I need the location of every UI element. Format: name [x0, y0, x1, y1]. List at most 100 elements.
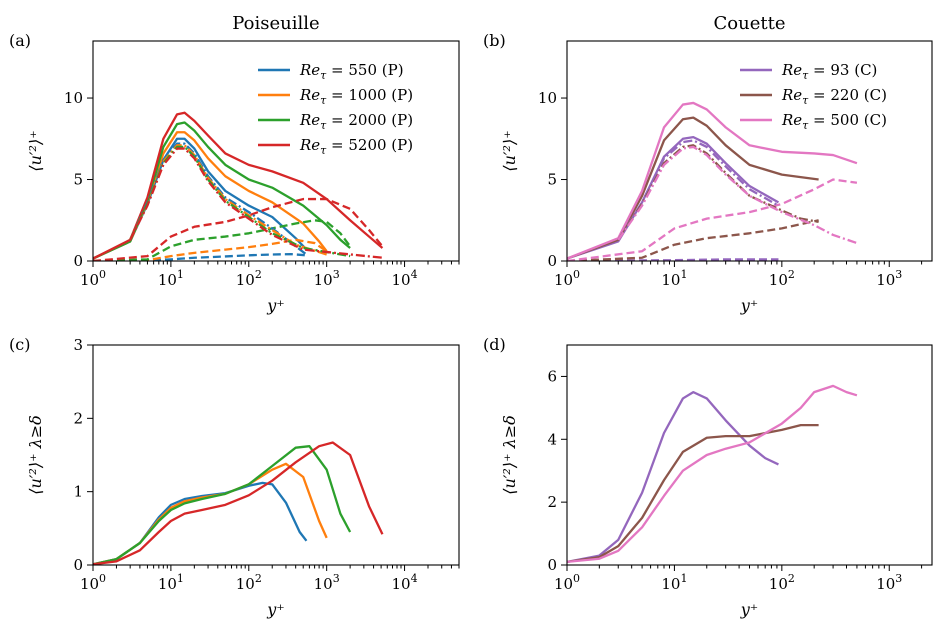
series-group [93, 111, 384, 261]
x-tick-exponent: 1 [680, 572, 687, 585]
column-title: Couette [714, 13, 786, 34]
series-line-dashdot-6 [617, 139, 780, 241]
column-title: Poiseuille [232, 13, 319, 34]
x-tick-label: 103 [876, 572, 902, 593]
legend-re: Re [781, 111, 802, 129]
y-tick-label: 10 [64, 89, 83, 107]
x-axis-label: y⁺ [740, 296, 758, 315]
legend-rest: = 220 (C) [808, 86, 887, 104]
x-tick-base: 10 [158, 271, 177, 289]
series-line-solid-0 [567, 135, 780, 260]
x-tick-base: 10 [661, 271, 680, 289]
series-line-dashdot-11 [129, 147, 383, 259]
x-tick-exponent: 1 [177, 268, 184, 281]
x-tick-exponent: 2 [255, 268, 262, 281]
legend-sub: τ [320, 69, 327, 82]
y-tick-label: 3 [73, 336, 83, 354]
legend-re: Re [781, 86, 802, 104]
legend-re: Re [781, 61, 802, 79]
x-axis-label: y⁺ [740, 600, 758, 619]
legend-entry: Reτ = 500 (C) [781, 111, 887, 132]
panel-label: (c) [9, 335, 30, 354]
x-tick-exponent: 0 [99, 572, 106, 585]
series-line-solid-2 [93, 445, 352, 565]
y-tick-label: 4 [547, 430, 557, 448]
series-line-dashed-4 [567, 219, 819, 261]
series-line-dashed-4 [93, 253, 307, 261]
y-axis-label: ⟨u′²⟩⁺ [26, 130, 45, 171]
y-tick-label: 2 [547, 493, 557, 511]
x-tick-exponent: 3 [895, 268, 902, 281]
y-tick-label: 1 [73, 483, 83, 501]
axes-frame [92, 40, 460, 262]
y-tick-label: 0 [547, 556, 557, 574]
x-tick-base: 10 [769, 575, 788, 593]
legend-rest: = 93 (C) [808, 61, 877, 79]
x-tick-exponent: 3 [333, 572, 340, 585]
y-tick-label: 5 [73, 171, 83, 189]
x-tick-label: 100 [554, 268, 580, 289]
legend-rest: = 2000 (P) [326, 111, 413, 129]
x-axis-label: y⁺ [266, 296, 284, 315]
legend-entry: Reτ = 220 (C) [781, 86, 887, 107]
x-tick-label: 100 [80, 572, 106, 593]
x-tick-label: 100 [80, 268, 106, 289]
x-tick-exponent: 2 [788, 572, 795, 585]
legend-sub: τ [320, 119, 327, 132]
series-line-solid-3 [93, 441, 384, 565]
series-line-solid-0 [567, 390, 779, 563]
x-tick-label: 101 [158, 572, 184, 593]
y-tick-label: 6 [547, 367, 557, 385]
legend-entry: Reτ = 2000 (P) [299, 111, 413, 132]
legend-rest: = 5200 (P) [326, 136, 413, 154]
legend-re: Re [299, 61, 320, 79]
series-line-solid-1 [567, 423, 819, 563]
series-group [567, 384, 858, 564]
legend-rest: = 500 (C) [808, 111, 887, 129]
x-tick-label: 102 [236, 572, 262, 593]
x-tick-label: 103 [314, 572, 340, 593]
x-tick-base: 10 [554, 271, 573, 289]
x-tick-exponent: 4 [411, 268, 418, 281]
x-tick-label: 102 [236, 268, 262, 289]
x-tick-base: 10 [392, 575, 411, 593]
x-tick-label: 102 [769, 268, 795, 289]
x-tick-exponent: 2 [788, 268, 795, 281]
legend-sub: τ [320, 94, 327, 107]
y-tick-label: 10 [538, 89, 557, 107]
x-tick-label: 101 [661, 268, 687, 289]
y-axis-label: ⟨u′²⟩⁺ λ≥δ [26, 415, 45, 495]
x-tick-label: 104 [392, 268, 418, 289]
x-tick-base: 10 [314, 271, 333, 289]
x-tick-exponent: 3 [895, 572, 902, 585]
series-line-solid-2 [567, 384, 858, 564]
legend-entry: Reτ = 1000 (P) [299, 86, 413, 107]
panel-label: (b) [483, 31, 506, 50]
axes-frame [92, 344, 460, 566]
series-line-solid-2 [93, 121, 351, 260]
x-tick-label: 101 [158, 268, 184, 289]
x-tick-label: 104 [392, 572, 418, 593]
legend-sub: τ [802, 119, 809, 132]
x-tick-base: 10 [769, 271, 788, 289]
legend-re: Re [299, 136, 320, 154]
series-line-solid-0 [93, 137, 308, 260]
x-tick-base: 10 [314, 575, 333, 593]
series-line-dashed-5 [567, 178, 858, 261]
x-tick-label: 100 [554, 572, 580, 593]
x-tick-exponent: 0 [573, 268, 580, 281]
x-tick-exponent: 1 [177, 572, 184, 585]
legend-sub: τ [320, 144, 327, 157]
x-tick-exponent: 0 [573, 572, 580, 585]
legend-entry: Reτ = 93 (C) [781, 61, 877, 82]
series-group [93, 441, 384, 565]
x-tick-base: 10 [80, 271, 99, 289]
series-line-solid-1 [567, 116, 819, 260]
series-line-dashdot-8 [617, 145, 858, 245]
x-tick-exponent: 0 [99, 268, 106, 281]
